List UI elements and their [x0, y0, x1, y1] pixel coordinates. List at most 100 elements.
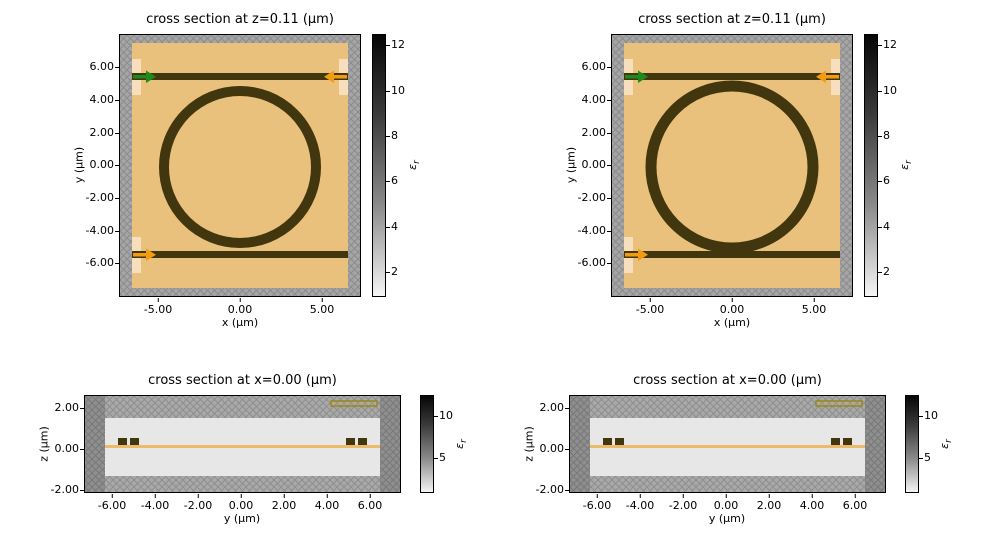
- ring-core-right: [831, 438, 840, 445]
- source-arrow-tail: [625, 75, 638, 79]
- epsilon-r-label: εr: [898, 160, 914, 170]
- top-right-colorbar: [864, 34, 878, 297]
- x-tick-label: 5.00: [802, 298, 826, 317]
- y-tick-label: -4.00: [69, 224, 119, 238]
- top-right-x-axis-label: x (μm): [713, 316, 751, 329]
- top-left-x-axis-label: x (μm): [221, 316, 259, 329]
- y-tick-label: 0.00: [34, 442, 84, 456]
- top-left-colorbar: [372, 34, 386, 297]
- epsilon-subscript: r: [904, 160, 915, 164]
- waveguide-core-left: [118, 438, 127, 445]
- oxide-slab: [590, 445, 865, 448]
- monitor-arrow-right-tail: [334, 75, 347, 79]
- monitor-arrow-bottom-tail: [625, 253, 638, 257]
- bottom-right-x-axis-label: y (μm): [708, 512, 746, 525]
- x-tick-label: 0.00: [720, 298, 744, 317]
- colorbar-tick-label: 12: [878, 38, 897, 51]
- y-tick-label: 6.00: [69, 60, 119, 74]
- epsilon-symbol: ε: [937, 442, 951, 449]
- epsilon-subscript: r: [412, 160, 423, 164]
- x-tick-label: 6.00: [843, 494, 867, 513]
- x-tick-label: 2.00: [272, 494, 296, 513]
- epsilon-subscript: r: [944, 439, 955, 443]
- ring-core-left: [130, 438, 139, 445]
- flux-monitor-outline: [815, 400, 863, 407]
- colorbar-tick-label: 4: [386, 220, 398, 233]
- x-tick-label: -5.00: [636, 298, 664, 317]
- y-tick-label: -6.00: [561, 256, 611, 270]
- flux-monitor-outline: [330, 400, 378, 407]
- y-tick-label: -4.00: [561, 224, 611, 238]
- top-right-plot: [611, 34, 853, 297]
- y-tick-label: 0.00: [69, 158, 119, 172]
- top-right-title: cross section at z=0.11 (μm): [638, 12, 826, 27]
- epsilon-r-label: εr: [938, 439, 954, 449]
- colorbar-tick-label: 10: [386, 84, 405, 97]
- x-tick-label: 0.00: [714, 494, 738, 513]
- y-tick-label: 2.00: [519, 401, 569, 415]
- bottom-right-plot-canvas: [570, 396, 885, 492]
- colorbar-tick-label: 6: [386, 174, 398, 187]
- bottom-right-plot: [569, 395, 886, 493]
- y-tick-label: -2.00: [69, 191, 119, 205]
- y-tick-label: 2.00: [34, 401, 84, 415]
- ring-core-right: [346, 438, 355, 445]
- epsilon-symbol: ε: [405, 163, 419, 170]
- bottom-left-plot: [84, 395, 401, 493]
- source-arrow-tail: [133, 75, 146, 79]
- colorbar-tick-label: 2: [386, 265, 398, 278]
- epsilon-subscript: r: [459, 439, 470, 443]
- bottom-right-title: cross section at x=0.00 (μm): [633, 373, 822, 388]
- x-tick-label: -2.00: [184, 494, 212, 513]
- bottom-left-colorbar: [420, 395, 434, 493]
- top-left-plot: [119, 34, 361, 297]
- colorbar-tick-label: 2: [878, 265, 890, 278]
- y-tick-label: 2.00: [69, 126, 119, 140]
- epsilon-symbol: ε: [452, 442, 466, 449]
- bottom-left-title: cross section at x=0.00 (μm): [148, 373, 337, 388]
- source-arrow-head: [146, 70, 156, 83]
- epsilon-symbol: ε: [897, 163, 911, 170]
- y-tick-label: 2.00: [561, 126, 611, 140]
- y-tick-label: 4.00: [69, 93, 119, 107]
- x-tick-label: -6.00: [583, 494, 611, 513]
- bottom-right-colorbar: [905, 395, 919, 493]
- colorbar-tick-label: 8: [386, 129, 398, 142]
- waveguide-core-left: [603, 438, 612, 445]
- y-tick-label: 4.00: [561, 93, 611, 107]
- y-tick-label: -6.00: [69, 256, 119, 270]
- x-tick-label: 0.00: [228, 298, 252, 317]
- top-right-plot-canvas: [612, 35, 852, 296]
- ring-resonator: [159, 86, 321, 248]
- colorbar-tick-label: 4: [878, 220, 890, 233]
- source-arrow-head: [638, 70, 648, 83]
- y-tick-label: 0.00: [561, 158, 611, 172]
- epsilon-r-label: εr: [406, 160, 422, 170]
- colorbar-tick-label: 10: [434, 409, 453, 422]
- colorbar-tick-label: 5: [434, 451, 446, 464]
- colorbar-tick-label: 5: [919, 451, 931, 464]
- epsilon-r-label: εr: [453, 439, 469, 449]
- x-tick-label: -6.00: [98, 494, 126, 513]
- top-left-title: cross section at z=0.11 (μm): [146, 12, 334, 27]
- colorbar-tick-label: 10: [878, 84, 897, 97]
- bus-waveguide-bottom: [132, 251, 348, 258]
- x-tick-label: 4.00: [800, 494, 824, 513]
- ring-core-left: [615, 438, 624, 445]
- colorbar-tick-label: 12: [386, 38, 405, 51]
- waveguide-core-right: [358, 438, 367, 445]
- colorbar-tick-label: 10: [919, 409, 938, 422]
- monitor-arrow-bottom-tail: [133, 253, 146, 257]
- top-left-plot-canvas: [120, 35, 360, 296]
- colorbar-tick-label: 6: [878, 174, 890, 187]
- oxide-slab: [105, 445, 380, 448]
- bus-waveguide-top: [132, 73, 348, 80]
- x-tick-label: -4.00: [626, 494, 654, 513]
- monitor-arrow-right-tail: [826, 75, 839, 79]
- y-tick-label: 6.00: [561, 60, 611, 74]
- monitor-arrow-right-head: [816, 70, 826, 83]
- x-tick-label: -2.00: [669, 494, 697, 513]
- monitor-arrow-bottom-head: [638, 248, 648, 261]
- y-tick-label: -2.00: [561, 191, 611, 205]
